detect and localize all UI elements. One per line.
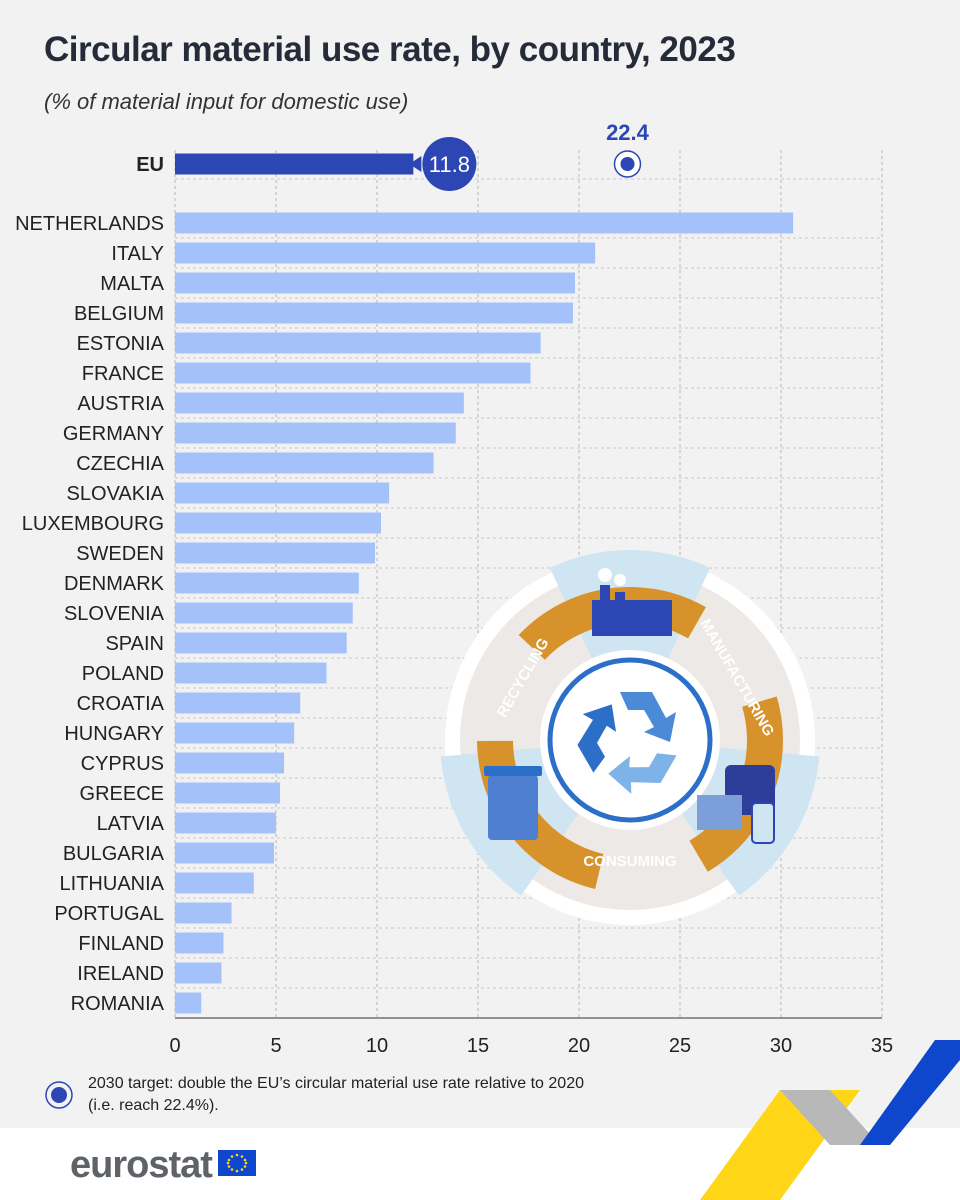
category-label: PORTUGAL [54,903,164,925]
target-note: 2030 target: double the EU’s circular ma… [88,1073,584,1117]
category-label: SWEDEN [76,543,164,565]
bar [175,512,382,534]
recycle-arrow-icon [608,753,677,794]
phone-icon [751,802,775,844]
x-tick-label: 5 [270,1035,281,1057]
bar [175,782,281,804]
bar [175,242,596,264]
bar [175,272,575,294]
bar [175,752,285,774]
bar [175,482,390,504]
target-marker [620,157,635,171]
factory-chimney [600,585,610,605]
eu-value-label: 11.8 [429,152,470,177]
bar [175,662,327,684]
eurostat-logo: eurostat [70,1144,213,1186]
recycle-arrow-icon [620,692,676,742]
category-label: IRELAND [77,963,164,985]
bar [175,572,359,594]
target-note-line1: 2030 target: double the EU’s circular ma… [88,1075,584,1092]
cycle-center-ring [547,657,713,823]
bar-chart: EU NETHERLANDS ITALY MALTA BELGIUM ESTONIA FRA… [15,120,893,1057]
factory-icon [592,600,672,636]
bar [175,332,541,354]
category-label: BULGARIA [63,843,165,865]
bar [175,632,347,654]
category-label: ROMANIA [71,993,165,1015]
eu-value-pointer [409,156,422,172]
x-tick-label: 25 [669,1035,691,1057]
smoke-icon [598,568,612,582]
bar [175,812,276,834]
bar [175,392,464,414]
bar [175,212,794,234]
category-label: POLAND [82,663,164,685]
eu-value-bubble [422,137,477,191]
x-tick-label: 15 [467,1035,489,1057]
factory-chimney [615,592,625,606]
category-label: CZECHIA [76,453,164,475]
consuming-label: CONSUMING [583,853,676,870]
category-label: SPAIN [105,633,164,655]
chart-title: Circular material use rate, by country, … [44,30,736,69]
bar [175,842,274,864]
bar [175,692,301,714]
category-label: NETHERLANDS [15,213,164,235]
category-label: BELGIUM [74,303,164,325]
chart-subtitle: (% of material input for domestic use) [44,89,409,114]
bar [175,602,353,624]
smoke-icon [614,574,626,586]
bar [175,932,224,954]
bar [175,302,573,324]
category-label: FINLAND [78,933,164,955]
category-label: GERMANY [63,423,164,445]
category-label: ITALY [111,243,164,265]
category-label: CROATIA [77,693,165,715]
bar [175,872,254,894]
bar [175,422,456,444]
bar [175,902,232,924]
target-value-label: 22.4 [606,120,650,145]
x-tick-label: 20 [568,1035,590,1057]
bar [175,542,375,564]
recycling-bin-icon [488,775,538,840]
bar [175,452,434,474]
target-note-line2: (i.e. reach 22.4%). [88,1097,219,1114]
bar [175,362,531,384]
eu-flag-icon [218,1150,256,1176]
category-label: AUSTRIA [77,393,164,415]
category-label: MALTA [100,273,164,295]
bar [175,962,222,984]
bar [175,722,295,744]
category-label: CYPRUS [81,753,164,775]
bar-eu [175,153,414,175]
bin-lid [484,766,542,776]
category-label: SLOVAKIA [67,483,165,505]
x-tick-label: 35 [871,1035,893,1057]
category-label: DENMARK [64,573,165,595]
recycle-arrow-icon [577,704,617,773]
category-label: FRANCE [82,363,164,385]
x-tick-label: 10 [366,1035,388,1057]
x-tick-label: 0 [169,1035,180,1057]
category-label: SLOVENIA [64,603,165,625]
category-label: EU [136,154,164,176]
category-label: HUNGARY [64,723,164,745]
target-icon [45,1081,73,1109]
box-icon [697,795,742,830]
category-label: LATVIA [97,813,165,835]
category-label: LITHUANIA [60,873,165,895]
category-label: GREECE [80,783,164,805]
x-tick-label: 30 [770,1035,792,1057]
category-label: ESTONIA [77,333,165,355]
category-label: LUXEMBOURG [22,513,164,535]
chart-panel [0,0,960,1128]
bar [175,992,202,1014]
